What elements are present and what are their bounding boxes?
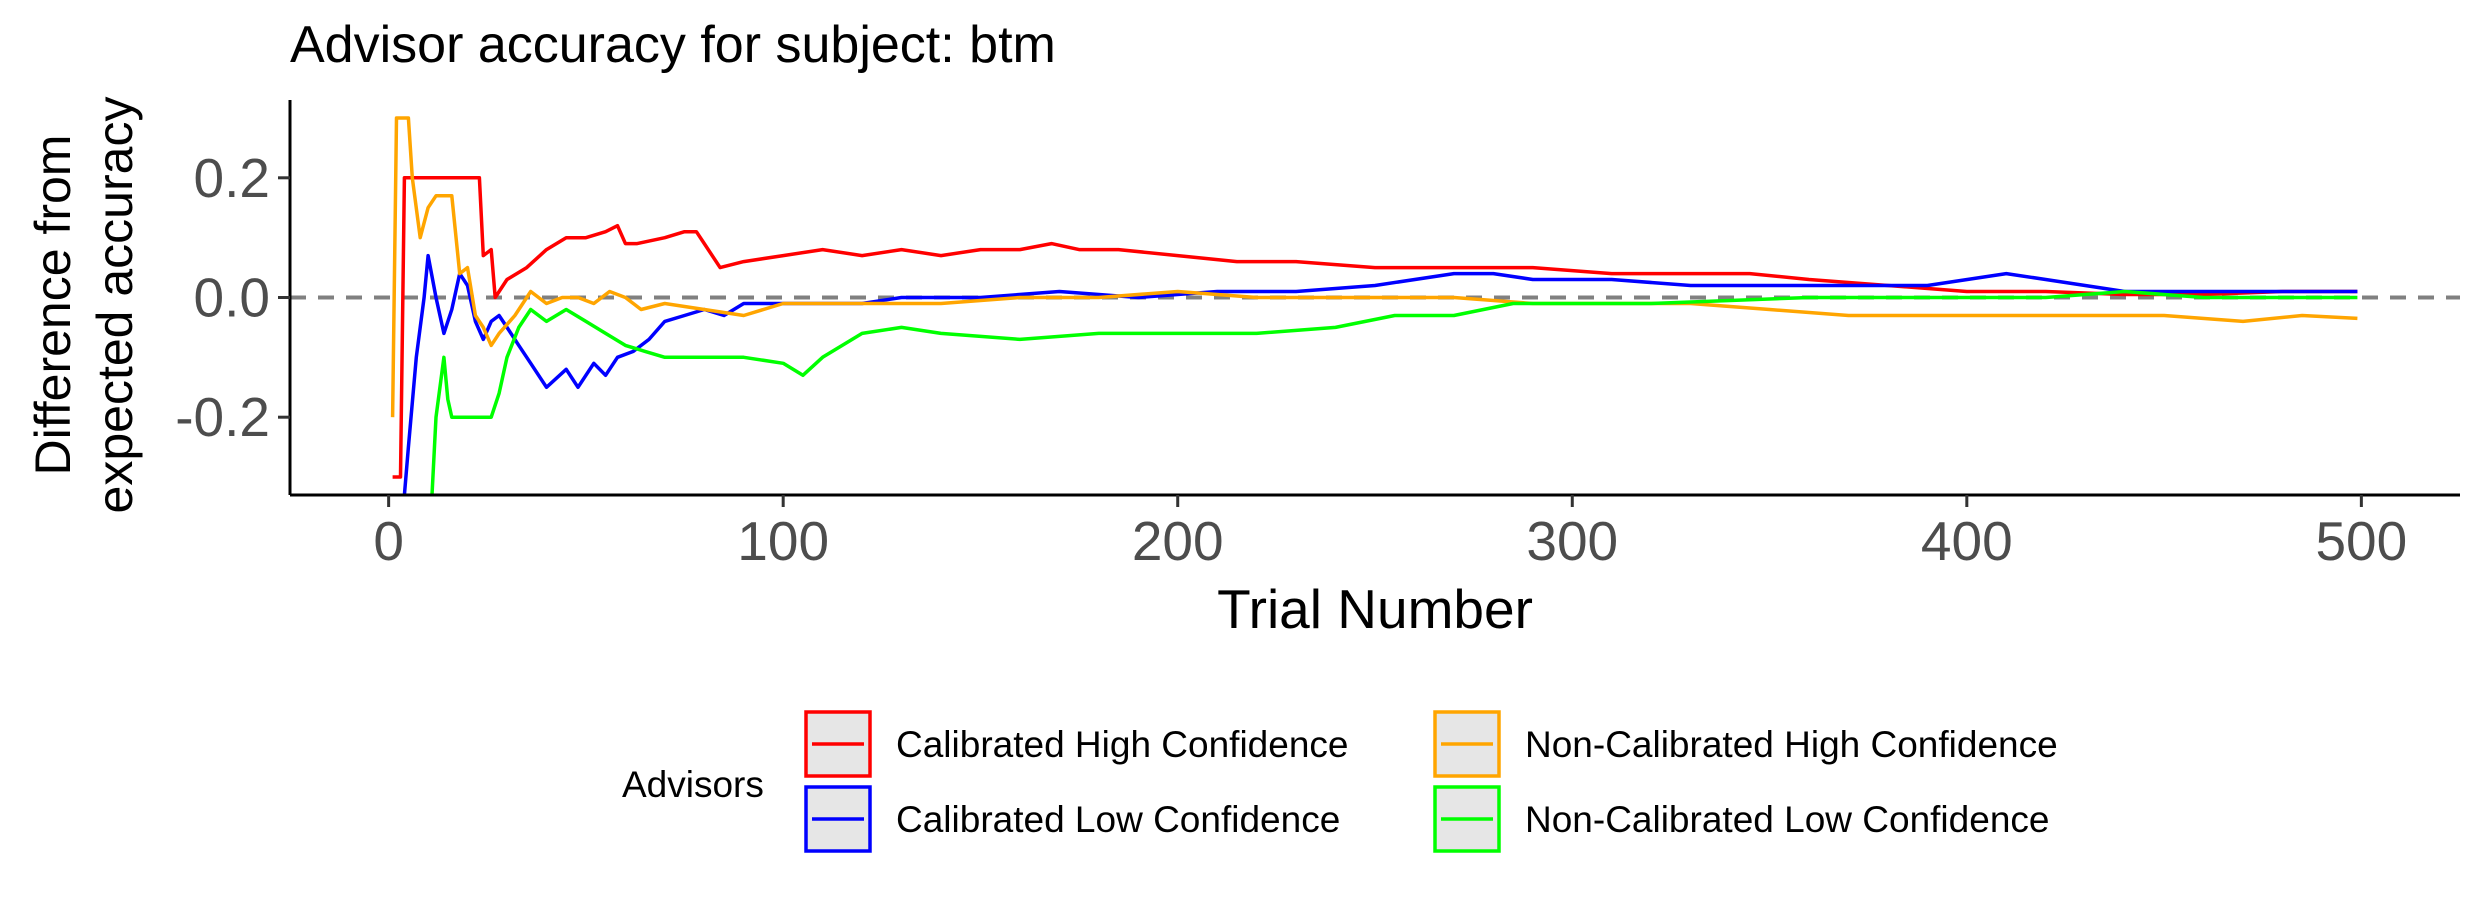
legend-entry-label: Non-Calibrated Low Confidence xyxy=(1525,799,2049,840)
legend-entry-label: Non-Calibrated High Confidence xyxy=(1525,724,2058,765)
legend-entry-label: Calibrated Low Confidence xyxy=(896,799,1340,840)
x-axis-label: Trial Number xyxy=(1217,578,1533,640)
y-tick-label: -0.2 xyxy=(175,386,270,448)
x-tick-label: 200 xyxy=(1132,510,1224,572)
x-tick-label: 400 xyxy=(1921,510,2013,572)
legend: Advisors Calibrated High Confidence Non-Ca… xyxy=(622,710,2058,853)
series-line-2 xyxy=(402,253,2358,495)
axes: 0 100 200 300 400 500 -0.2 0.0 0.2 xyxy=(175,100,2460,572)
legend-entry-label: Calibrated High Confidence xyxy=(896,724,1349,765)
x-tick-label: 300 xyxy=(1526,510,1618,572)
y-axis-label-line-2: expected accuracy xyxy=(87,97,143,514)
x-tick-label: 100 xyxy=(737,510,829,572)
plot-area xyxy=(290,116,2460,495)
x-tick-label: 0 xyxy=(373,510,404,572)
chart-title: Advisor accuracy for subject: btm xyxy=(290,16,1056,74)
y-axis-label-line-1: Difference from xyxy=(25,135,81,476)
series-line-1 xyxy=(392,176,2358,479)
series-line-3 xyxy=(390,116,2358,418)
series-group xyxy=(390,116,2358,495)
legend-title: Advisors xyxy=(622,764,764,805)
y-tick-label: 0.2 xyxy=(194,147,270,209)
x-tick-label: 500 xyxy=(2315,510,2407,572)
series-line-4 xyxy=(430,289,2358,495)
y-tick-label: 0.0 xyxy=(194,267,270,329)
